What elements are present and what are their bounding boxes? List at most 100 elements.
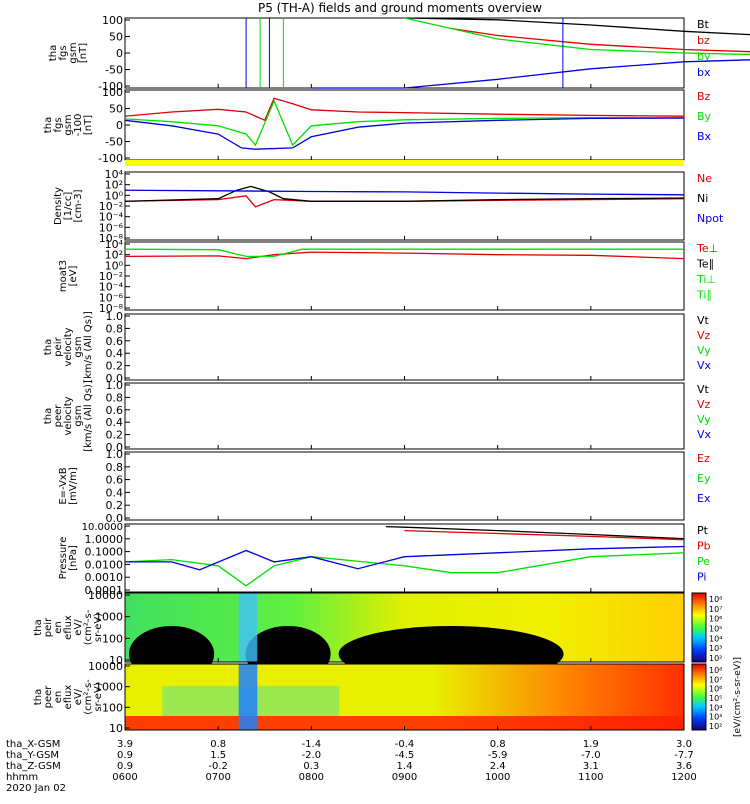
legend-Pe: Pe [697, 555, 710, 568]
colorbar-tick-label: 10⁶ [709, 615, 722, 624]
y-axis-label-line: sr-eV) [93, 613, 104, 642]
colorbar-tick-label: 10² [709, 654, 722, 663]
x-axis-value: -0.2 [208, 761, 228, 772]
y-axis-label: Pressure[nPa] [58, 537, 79, 580]
colorbar-tick-label: 10⁵ [709, 625, 722, 634]
x-axis-value: 2.4 [490, 761, 506, 772]
x-axis-value: 1200 [671, 772, 696, 783]
legend-Ey: Ey [697, 472, 711, 485]
y-tick-label: 0.2 [106, 499, 124, 512]
x-axis-value: 1.9 [583, 739, 599, 750]
legend-Vx: Vx [697, 428, 712, 441]
legend-Vt: Vt [697, 314, 710, 327]
panel-frame [125, 172, 684, 240]
y-axis-label-line: [nT] [83, 115, 94, 135]
legend-Pb: Pb [697, 540, 711, 553]
legend-Pt: Pt [697, 524, 709, 537]
legend-Bz: Bz [697, 90, 711, 103]
x-axis-value: 1.4 [397, 761, 413, 772]
y-tick-label: 0.0010 [85, 571, 124, 584]
panel-9: 10000100010010thapeerenefluxeV/(cm²-s-sr… [33, 660, 722, 735]
colorbar-tick-label: 10³ [709, 713, 722, 722]
x-axis-value: 3.6 [676, 761, 692, 772]
legend-Ni: Ni [697, 192, 708, 205]
x-axis-value: 0600 [112, 772, 137, 783]
x-axis-row-label: tha_Z-GSM [6, 761, 61, 772]
colorbar-tick-label: 10⁷ [709, 675, 722, 684]
panel-2: 10⁴10²10⁰10⁻²10⁻⁴10⁻⁶10⁻⁸Density[1/cc][c… [53, 168, 724, 245]
x-axis-value: 1.5 [210, 750, 226, 761]
colorbar [692, 593, 706, 662]
y-tick-label: 100 [102, 701, 123, 714]
x-axis-value: -7.0 [581, 750, 601, 761]
x-axis-value: 3.0 [676, 739, 692, 750]
y-axis-label-line: [nPa] [68, 545, 79, 571]
y-axis-label-line: [eV] [68, 266, 79, 287]
y-tick-label: 100 [102, 632, 123, 645]
x-axis-row-label: hhmm [6, 772, 38, 783]
colorbar-tick-label: 10⁵ [709, 694, 722, 703]
y-axis-label: thapeirvelocitygsm[km/s (All Qs)] [43, 311, 94, 383]
y-tick-label: 0 [116, 47, 123, 60]
legend-Ex: Ex [697, 492, 711, 505]
x-axis-value: 0.9 [117, 761, 133, 772]
y-axis-label: E=-VxB[mV/m] [58, 467, 79, 505]
y-tick-label: 10.0000 [82, 522, 123, 533]
colorbar-tick-label: 10⁶ [709, 685, 722, 694]
legend-Vy: Vy [697, 413, 711, 426]
colorbar-tick-label: 10⁴ [709, 634, 722, 643]
series-Bx [125, 118, 684, 149]
y-axis-label-line: [km/s (All Qs)] [83, 311, 94, 383]
legend-Ti∥: Ti∥ [696, 289, 712, 302]
y-tick-label: -100 [98, 152, 123, 165]
y-axis-label: moat3[eV] [58, 260, 79, 292]
y-tick-label: 0.8 [106, 322, 124, 335]
panel-frame [125, 314, 684, 380]
y-axis-label-line: [mV/m] [68, 467, 79, 505]
x-axis-value: -4.5 [395, 750, 415, 761]
legend-Pi: Pi [697, 571, 706, 584]
colorbar-label: [eV/(cm²-s-sr-eV)] [733, 657, 743, 737]
y-axis-label-line: [nT] [78, 43, 89, 63]
x-axis-value: -1.4 [302, 739, 322, 750]
panel-4: 1.00.80.60.40.20.0thapeirvelocitygsm[km/… [43, 310, 712, 385]
colorbar-tick-label: 10⁴ [709, 703, 722, 712]
x-axis-value: 0800 [299, 772, 324, 783]
y-axis-label-line: sr-eV) [93, 682, 104, 711]
legend-Vx: Vx [697, 359, 712, 372]
y-tick-label: 10 [109, 722, 123, 735]
y-tick-label: 10000 [88, 589, 123, 602]
legend-Te⊥: Te⊥ [696, 242, 718, 255]
y-tick-label: 1.0 [106, 379, 124, 392]
x-axis-value: 1000 [485, 772, 510, 783]
x-axis-value: -0.4 [395, 739, 415, 750]
legend-Bt: Bt [697, 18, 710, 31]
y-axis-label: thapeerenefluxeV/(cm²-s-sr-eV) [33, 679, 104, 715]
y-axis-label: thapeervelocitygsm[km/s (All Qs)] [43, 380, 94, 452]
date-label: 2020 Jan 02 [6, 783, 66, 794]
panel-7: 10.00001.00000.10000.01000.00100.0001Pre… [58, 522, 711, 597]
y-tick-label: 0.6 [106, 404, 124, 417]
x-axis-value: 0.9 [117, 750, 133, 761]
panel-frame [125, 242, 684, 310]
y-axis-label-line: [cm-3] [73, 189, 84, 222]
y-tick-label: 1.0000 [85, 533, 124, 546]
y-tick-label: 1.0 [106, 448, 124, 461]
y-tick-label: 0.6 [106, 335, 124, 348]
x-axis-value: 0.8 [490, 739, 506, 750]
series-Pe [125, 553, 684, 586]
y-tick-label: 10000 [88, 660, 123, 673]
legend-bx: bx [697, 66, 711, 79]
y-axis-label: Density[1/cc][cm-3] [53, 187, 84, 225]
x-axis-value: -2.0 [302, 750, 322, 761]
x-axis-value: 0.8 [210, 739, 226, 750]
colorbar [692, 664, 706, 730]
legend-Vz: Vz [697, 398, 711, 411]
x-axis-row-label: tha_X-GSM [6, 739, 60, 750]
y-tick-label: 0.4 [106, 416, 124, 429]
panel-5: 1.00.80.60.40.20.0thapeervelocitygsm[km/… [43, 379, 712, 454]
y-tick-label: 0.8 [106, 391, 124, 404]
y-tick-label: 0.4 [106, 486, 124, 499]
